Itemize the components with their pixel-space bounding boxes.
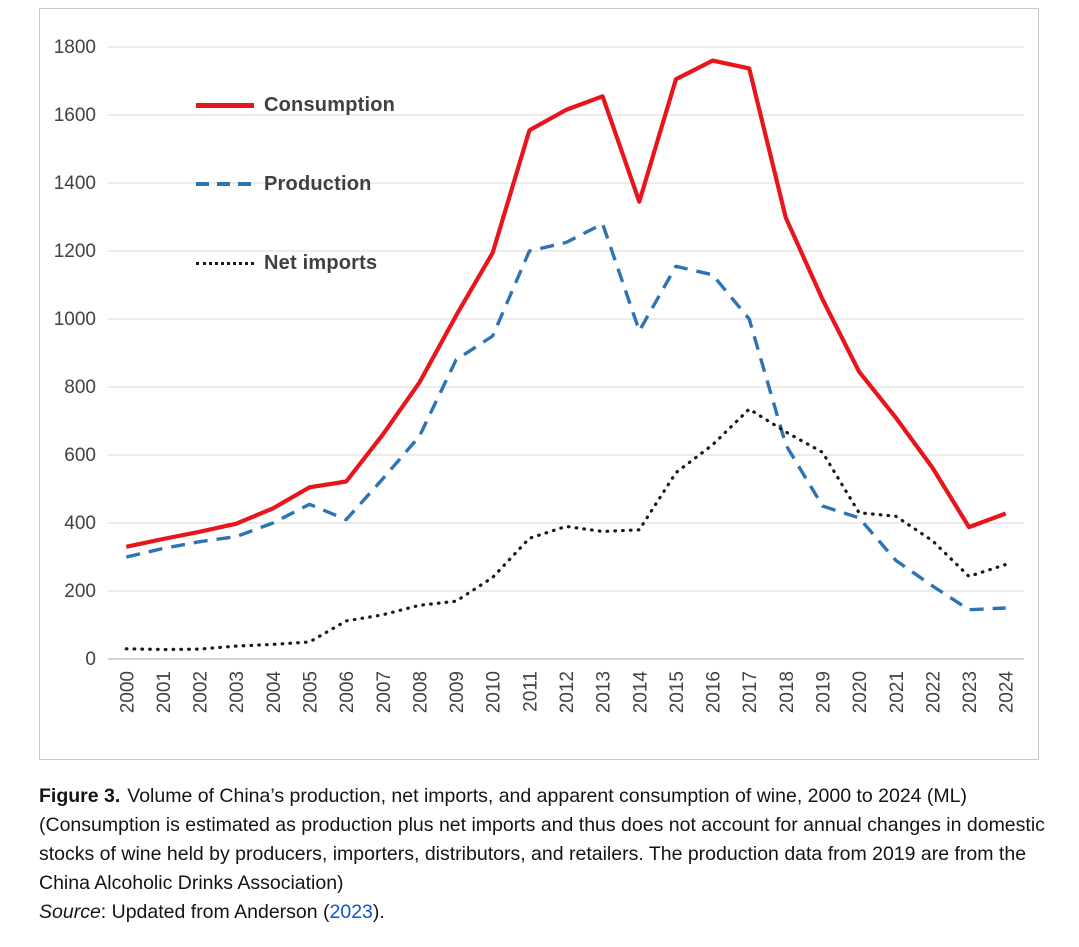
consumption-line xyxy=(125,58,1007,549)
net-imports-line-icon xyxy=(196,261,254,265)
x-tick-label: 2013 xyxy=(594,671,615,713)
y-tick-label: 1400 xyxy=(54,173,96,194)
x-tick-label: 2008 xyxy=(410,671,431,713)
consumption-line-icon xyxy=(196,102,254,108)
chart-svg: 0 200 400 600 800 1000 1200 1400 1600 1800 2000 200… xyxy=(54,37,1024,714)
x-tick-label: 2012 xyxy=(557,671,578,713)
figure-label: Figure 3. xyxy=(39,785,121,807)
x-tick-label: 2007 xyxy=(374,671,395,713)
x-tick-label: 2000 xyxy=(117,671,138,713)
x-tick-label: 2023 xyxy=(960,671,981,713)
legend-label-net-imports: Net imports xyxy=(264,251,378,274)
y-tick-label: 1200 xyxy=(54,241,96,262)
x-tick-label: 2018 xyxy=(777,671,798,713)
legend-label-consumption: Consumption xyxy=(264,93,396,116)
y-tick-label: 0 xyxy=(85,649,96,670)
x-tick-label: 2009 xyxy=(447,671,468,713)
source-suffix: ). xyxy=(372,901,385,923)
chart-frame: 0 200 400 600 800 1000 1200 1400 1600 1800 2000 200… xyxy=(39,8,1039,760)
legend-label-production: Production xyxy=(264,172,372,195)
source-year-link[interactable]: 2023 xyxy=(329,901,373,923)
net-imports-line xyxy=(124,407,1008,652)
x-tick-label: 2016 xyxy=(704,671,725,713)
x-tick-label: 2017 xyxy=(740,671,761,713)
x-tick-label: 2021 xyxy=(887,671,908,713)
x-tick-label: 2001 xyxy=(154,671,175,713)
y-tick-label: 1800 xyxy=(54,37,96,58)
x-tick-label: 2011 xyxy=(520,671,541,712)
figure-caption: Figure 3. Volume of China’s production, n… xyxy=(39,782,1045,898)
legend: Consumption Production Net imports xyxy=(196,93,395,330)
production-line xyxy=(125,222,1006,612)
source-text: : Updated from Anderson ( xyxy=(100,901,330,923)
x-tick-label: 2020 xyxy=(850,671,871,713)
y-tick-label: 200 xyxy=(64,581,96,602)
x-tick-label: 2015 xyxy=(667,671,688,713)
x-tick-label: 2006 xyxy=(337,671,358,713)
x-tick-label: 2003 xyxy=(227,671,248,713)
source-line: Source: Updated from Anderson (2023). xyxy=(39,898,1045,927)
legend-item-net-imports: Net imports xyxy=(196,251,395,275)
figure-caption-text: Volume of China’s production, net import… xyxy=(39,785,1045,894)
legend-item-consumption: Consumption xyxy=(196,93,395,117)
y-tick-label: 400 xyxy=(64,513,96,534)
x-tick-label: 2002 xyxy=(191,671,212,713)
x-tick-label: 2019 xyxy=(813,671,834,713)
x-tick-label: 2005 xyxy=(301,671,322,713)
y-tick-label: 600 xyxy=(64,445,96,466)
y-tick-label: 1600 xyxy=(54,105,96,126)
source-label: Source xyxy=(39,901,101,923)
x-tick-label: 2010 xyxy=(484,671,505,713)
y-tick-label: 800 xyxy=(64,377,96,398)
y-tick-label: 1000 xyxy=(54,309,96,330)
x-tick-label: 2014 xyxy=(630,671,651,714)
x-tick-label: 2022 xyxy=(923,671,944,713)
legend-item-production: Production xyxy=(196,172,395,196)
x-tick-label: 2004 xyxy=(264,671,285,714)
caption-area: Figure 3. Volume of China’s production, n… xyxy=(39,782,1045,947)
production-line-icon xyxy=(196,182,254,186)
x-tick-label: 2024 xyxy=(997,671,1018,714)
